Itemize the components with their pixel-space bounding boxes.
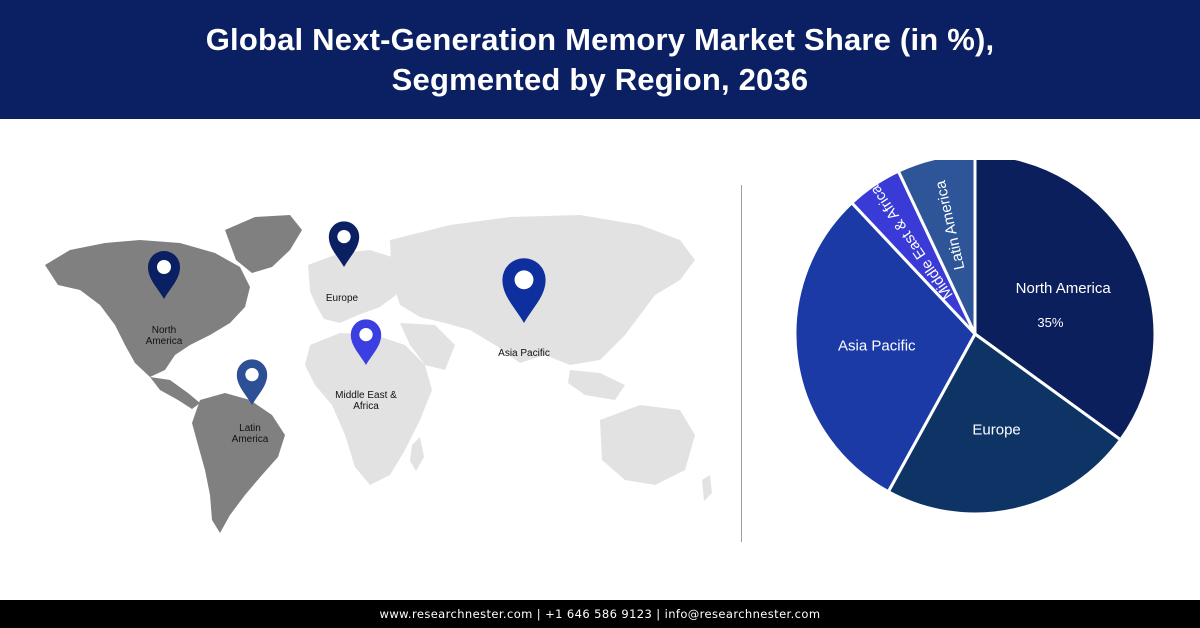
pie-slice-north-america <box>973 160 1157 442</box>
pie-slice-latin-america <box>896 160 977 335</box>
chart-title-line-2: Segmented by Region, 2036 <box>391 61 809 97</box>
pie-slice-asia-pacific <box>793 200 977 494</box>
map-pin-latin-america: Latin America <box>232 359 269 445</box>
map-pin-label: Middle East & Africa <box>335 390 397 412</box>
south-america-landmass <box>192 393 285 533</box>
north-america-landmass <box>45 240 250 377</box>
map-pin-north-america: North America <box>146 251 183 347</box>
location-pin-icon <box>236 359 268 405</box>
central-america-landmass <box>150 377 200 409</box>
slice-label: Europe <box>972 422 1020 439</box>
header-banner: Global Next-Generation Memory Market Sha… <box>0 0 1200 119</box>
madagascar-landmass <box>410 437 424 471</box>
new-zealand-landmass <box>702 475 712 501</box>
middle-east-landmass <box>400 323 455 370</box>
map-americas <box>45 215 302 533</box>
divider-line <box>741 185 742 542</box>
footer-contact: www.researchnester.com | +1 646 586 9123… <box>0 600 1200 628</box>
slice-value-label: 35% <box>1037 315 1063 330</box>
map-pin-label: Europe <box>326 293 359 304</box>
world-map: North America Europe Asia Pacific Middle Eas… <box>45 215 712 533</box>
chart-title-line-1: Global Next-Generation Memory Market Sha… <box>205 21 995 57</box>
slice-label: North America <box>1016 280 1112 297</box>
map-pin-europe: Europe <box>326 221 360 304</box>
map-pin-label: North America <box>146 325 183 347</box>
map-pins: North America Europe Asia Pacific Middle Eas… <box>146 221 550 445</box>
greenland-landmass <box>225 215 302 273</box>
europe-landmass <box>308 250 400 323</box>
location-pin-icon <box>148 251 180 299</box>
location-pin-icon <box>350 319 382 365</box>
map-pin-label: Latin America <box>232 423 269 445</box>
slice-label: Asia Pacific <box>838 337 916 354</box>
map-pin-asia-pacific: Asia Pacific <box>498 258 550 359</box>
australia-landmass <box>600 405 695 485</box>
location-pin-icon <box>328 221 360 267</box>
southeast-asia-landmass <box>568 370 625 400</box>
africa-landmass <box>305 333 432 485</box>
pie-slice-europe <box>886 331 1123 516</box>
map-pin-middle-east-africa: Middle East & Africa <box>335 319 397 412</box>
location-pin-icon <box>502 258 546 323</box>
map-pin-label: Asia Pacific <box>498 348 550 359</box>
